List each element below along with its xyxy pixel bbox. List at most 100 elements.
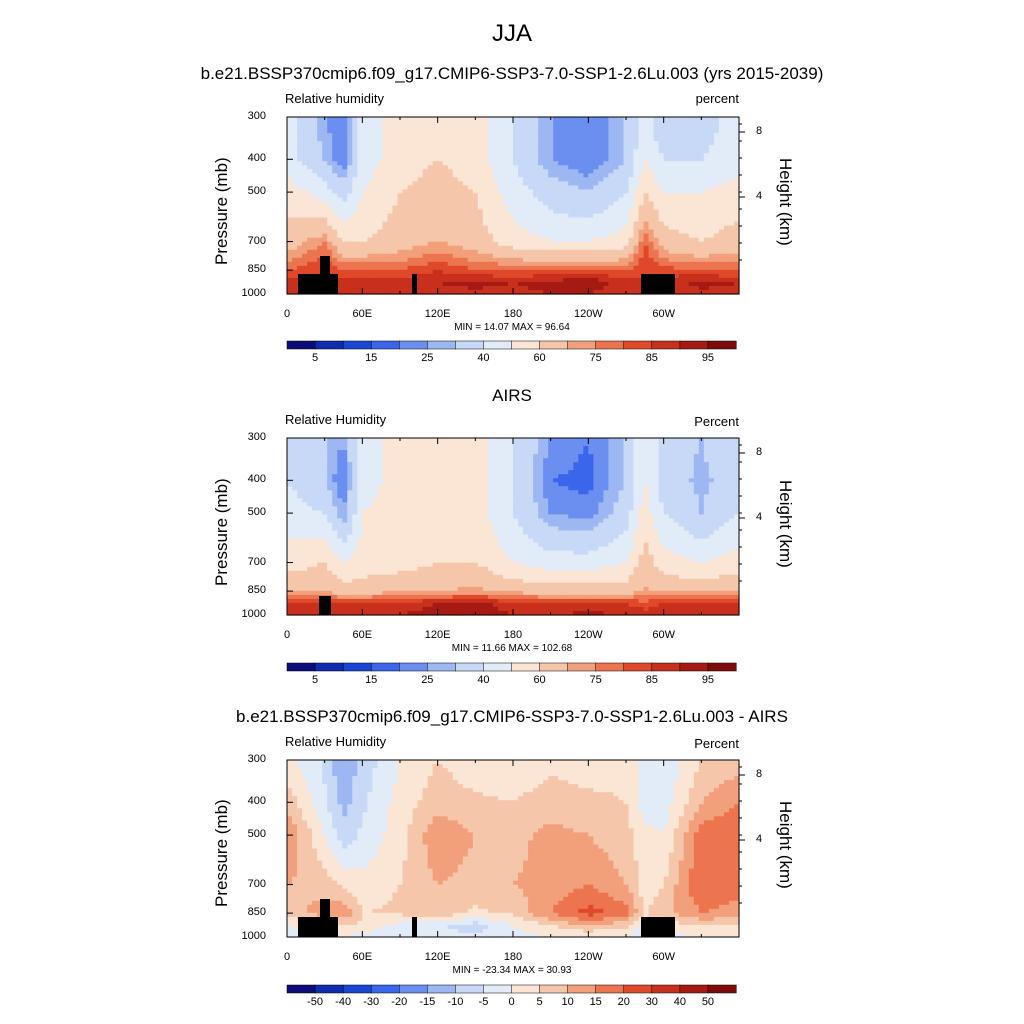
contour-cell [327, 145, 333, 150]
contour-cell [523, 245, 529, 251]
contour-cell [322, 133, 328, 138]
contour-cell [598, 117, 604, 122]
contour-cell [608, 470, 615, 475]
contour-cell [583, 221, 589, 227]
contour-cell [432, 241, 439, 247]
contour-cell [628, 281, 635, 287]
contour-cell [603, 249, 610, 255]
contour-cell [518, 177, 524, 182]
contour-cell [643, 173, 650, 178]
contour-cell [533, 462, 539, 467]
contour-cell [643, 209, 650, 215]
contour-cell [618, 213, 625, 219]
contour-cell [312, 177, 318, 182]
contour-cell [467, 205, 474, 211]
contour-cell [653, 229, 660, 235]
contour-cell [643, 145, 650, 150]
contour-cell [713, 225, 720, 231]
contour-cell [442, 193, 449, 199]
contour-cell [507, 197, 514, 203]
x-tick-label: 180 [503, 951, 523, 963]
contour-cell [633, 237, 640, 243]
contour-cell [477, 149, 484, 154]
contour-cell [543, 233, 549, 239]
contour-cell [638, 185, 645, 191]
contour-cell [513, 129, 519, 134]
contour-cell [362, 141, 368, 146]
contour-cell [568, 277, 574, 283]
contour-cell [307, 181, 313, 186]
contour-cell [683, 141, 690, 146]
contour-cell [683, 221, 690, 227]
contour-cell [533, 454, 539, 459]
contour-cell [593, 277, 599, 283]
contour-cell [447, 169, 454, 174]
contour-cell [337, 125, 343, 130]
contour-cell [698, 157, 705, 162]
contour-cell [492, 161, 499, 166]
contour-cell [588, 157, 594, 162]
contour-cell [678, 169, 685, 174]
contour-cell [472, 458, 479, 463]
contour-cell [648, 237, 655, 243]
contour-cell [477, 273, 484, 279]
contour-cell [362, 185, 368, 191]
contour-cell [382, 245, 389, 251]
contour-cell [427, 141, 434, 146]
contour-cell [432, 117, 439, 122]
contour-cell [608, 446, 615, 451]
contour-cell [548, 233, 554, 239]
contour-cell [487, 241, 494, 247]
contour-cell [578, 269, 584, 275]
contour-cell [713, 149, 720, 154]
contour-cell [352, 149, 358, 154]
contour-cell [718, 137, 725, 142]
contour-cell [317, 197, 323, 203]
contour-cell [437, 229, 444, 235]
contour-cell [568, 181, 574, 186]
contour-cell [347, 253, 353, 259]
contour-cell [698, 277, 705, 283]
contour-cell [327, 125, 333, 130]
contour-cell [568, 145, 574, 150]
contour-cell [688, 217, 695, 223]
contour-cell [347, 121, 353, 126]
contour-cell [322, 161, 328, 166]
contour-cell [528, 177, 534, 182]
contour-cell [578, 466, 584, 471]
contour-cell [317, 121, 323, 126]
contour-cell [402, 201, 409, 207]
contour-cell [312, 458, 318, 463]
contour-cell [543, 173, 549, 178]
contour-cell [297, 153, 303, 158]
contour-cell [402, 221, 409, 227]
contour-cell [407, 141, 414, 146]
contour-cell [513, 237, 519, 243]
contour-cell [387, 261, 394, 267]
contour-cell [447, 474, 454, 479]
contour-cell [698, 450, 705, 455]
contour-cell [402, 133, 409, 138]
contour-cell [292, 474, 298, 479]
contour-cell [292, 249, 298, 255]
contour-cell [618, 446, 625, 451]
colorbar-swatch [286, 340, 316, 350]
contour-cell [372, 225, 378, 231]
contour-cell [588, 289, 594, 295]
contour-cell [347, 462, 353, 467]
contour-cell [518, 450, 524, 455]
contour-cell [287, 225, 293, 231]
contour-cell [723, 289, 730, 295]
contour-cell [623, 245, 630, 251]
contour-cell [357, 253, 363, 259]
contour-cell [523, 169, 529, 174]
contour-cell [487, 273, 494, 279]
contour-cell [482, 149, 489, 154]
contour-cell [533, 474, 539, 479]
contour-cell [407, 273, 414, 279]
contour-cell [317, 221, 323, 227]
contour-cell [332, 173, 338, 178]
contour-cell [598, 253, 604, 259]
contour-cell [708, 446, 715, 451]
contour-cell [708, 153, 715, 158]
